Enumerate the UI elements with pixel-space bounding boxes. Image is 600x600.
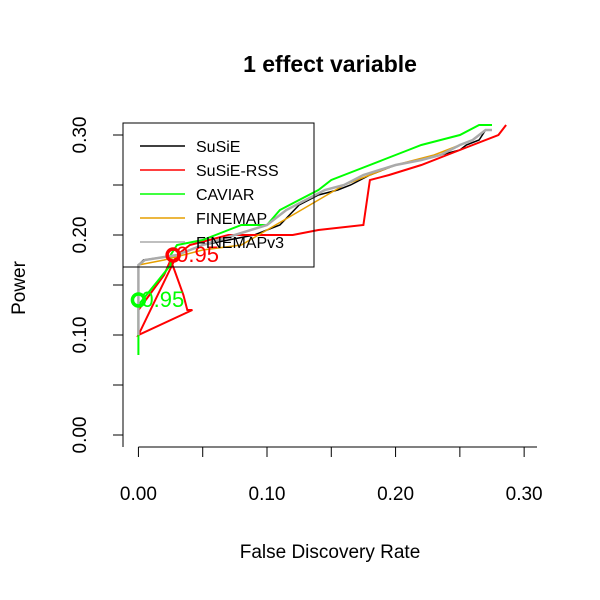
annotation-label: 0.95 xyxy=(176,242,219,267)
series-line-finemapv3 xyxy=(137,128,492,335)
y-tick-label: 0.00 xyxy=(70,417,91,454)
axes: 0.00 0.10 0.20 0.30 0.00 0.10 0.20 0.30 xyxy=(70,117,543,505)
annotation-label: 0.95 xyxy=(141,287,184,312)
annotation-marker xyxy=(130,292,147,308)
chart-title: 1 effect variable xyxy=(243,51,417,77)
series-line-caviar xyxy=(137,124,492,355)
legend-label: CAVIAR xyxy=(196,187,254,204)
legend-label: FINEMAPv3 xyxy=(196,235,284,252)
x-tick-label: 0.30 xyxy=(506,484,543,505)
x-axis-label: False Discovery Rate xyxy=(240,542,421,563)
series-layer xyxy=(136,124,507,355)
x-tick-label: 0.10 xyxy=(249,484,286,505)
y-tick-label: 0.30 xyxy=(70,117,91,154)
series-line-finemap xyxy=(137,129,487,330)
legend: SuSiE SuSiE-RSS CAVIAR FINEMAP FINEMAPv3 xyxy=(122,122,315,268)
y-tick-label: 0.20 xyxy=(70,217,91,254)
legend-label: SuSiE-RSS xyxy=(196,163,279,180)
legend-label: SuSiE xyxy=(196,139,240,156)
annotation-layer: 0.95 0.95 xyxy=(130,242,219,312)
annotation-marker xyxy=(165,247,181,263)
x-tick-label: 0.20 xyxy=(377,484,414,505)
y-axis-label: Power xyxy=(9,260,30,315)
series-line-susie-rss xyxy=(136,124,507,338)
x-tick-label: 0.00 xyxy=(120,484,157,505)
legend-label: FINEMAP xyxy=(196,211,267,228)
y-tick-label: 0.10 xyxy=(70,317,91,354)
legend-box xyxy=(122,122,315,268)
